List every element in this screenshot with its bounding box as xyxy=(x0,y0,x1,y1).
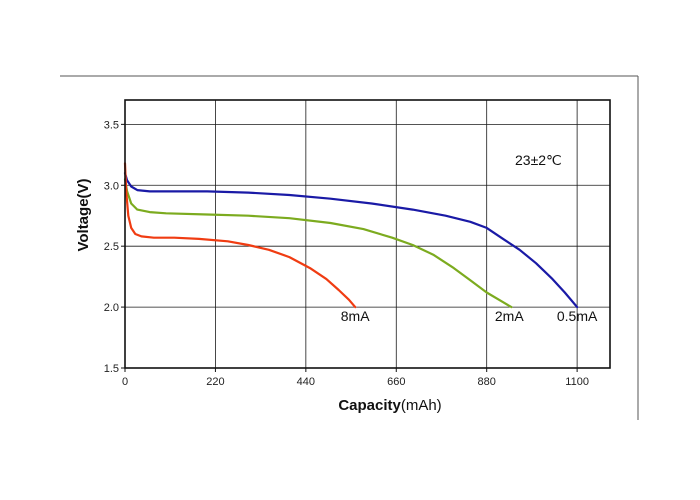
plot-frame xyxy=(124,99,611,369)
x-axis-title-bold: Capacity xyxy=(338,397,401,414)
series-lines xyxy=(123,162,579,309)
axis-ticks: 0 220 440 660 880 1100 1.5 2.0 2.5 3.0 3.5 xyxy=(104,119,589,388)
curve-label-8ma: 8mA xyxy=(341,308,370,324)
grid xyxy=(124,100,610,369)
series-line-2ma xyxy=(123,178,513,309)
x-tick-label: 880 xyxy=(478,376,496,388)
series-line-8ma xyxy=(123,162,357,309)
series-line-0.5ma xyxy=(123,172,579,309)
y-axis-title: Voltage(V) xyxy=(75,178,92,251)
curve-labels: 8mA 2mA 0.5mA xyxy=(341,308,598,324)
y-tick-label: 2.5 xyxy=(104,241,119,253)
curve-label-0.5ma: 0.5mA xyxy=(557,308,598,324)
y-tick-label: 3.0 xyxy=(104,180,119,192)
x-axis-title: Capacity(mAh) xyxy=(338,397,441,414)
x-tick-label: 1100 xyxy=(565,376,589,388)
x-tick-label: 220 xyxy=(206,376,224,388)
y-tick-label: 2.0 xyxy=(104,302,119,314)
y-tick-label: 3.5 xyxy=(104,119,119,131)
x-tick-label: 660 xyxy=(387,376,405,388)
y-tick-label: 1.5 xyxy=(104,363,119,375)
x-axis-title-unit: (mAh) xyxy=(401,397,442,414)
x-tick-label: 0 xyxy=(122,376,128,388)
curve-label-2ma: 2mA xyxy=(495,308,524,324)
temperature-annotation: 23±2℃ xyxy=(515,152,562,168)
x-tick-label: 440 xyxy=(297,376,315,388)
